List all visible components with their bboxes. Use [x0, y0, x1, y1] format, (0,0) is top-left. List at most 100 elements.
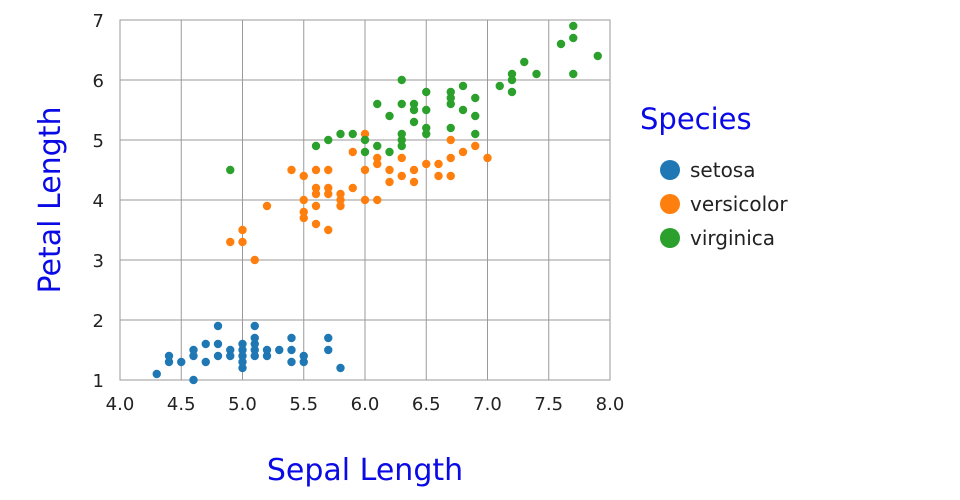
versicolor-point [458, 147, 468, 157]
versicolor-point [336, 195, 345, 205]
setosa-point [324, 345, 333, 355]
y-axis-title: Petal Length [33, 107, 68, 294]
virginica-point [385, 147, 394, 157]
virginica-point [409, 105, 419, 115]
setosa-point [262, 345, 272, 355]
versicolor-point [360, 129, 370, 139]
virginica-point [422, 129, 431, 139]
virginica-point [409, 117, 419, 127]
virginica-point [397, 99, 406, 109]
virginica-point [446, 87, 455, 97]
virginica-point [593, 51, 602, 61]
legend-title: Species [640, 102, 752, 136]
setosa-point [238, 345, 247, 355]
versicolor-point [446, 171, 455, 181]
virginica-point [446, 99, 455, 109]
setosa-point [250, 351, 259, 361]
x-tick-label: 5.0 [228, 394, 257, 415]
virginica-point [311, 141, 321, 151]
setosa-point [275, 345, 284, 355]
virginica-point [348, 129, 357, 139]
virginica-point [397, 141, 406, 151]
versicolor-point [409, 165, 419, 175]
series-setosa [152, 321, 345, 385]
x-axis-title: Sepal Length [267, 453, 463, 488]
versicolor-point [299, 195, 308, 205]
versicolor-point [446, 135, 455, 145]
virginica-point [458, 81, 468, 91]
x-tick-label: 6.0 [351, 394, 380, 415]
versicolor-point [324, 165, 333, 175]
virginica-point [495, 81, 504, 91]
legend: Species setosa versicolor virginica [640, 102, 788, 250]
virginica-point [507, 87, 517, 97]
setosa-point [299, 357, 308, 367]
setosa-point [201, 357, 210, 367]
legend-label: setosa [690, 158, 755, 182]
virginica-point [422, 123, 431, 133]
versicolor-point [262, 201, 272, 211]
versicolor-point [360, 165, 370, 175]
versicolor-point [311, 201, 321, 211]
versicolor-point [385, 165, 394, 175]
virginica-point [360, 135, 370, 145]
x-tick-label: 8.0 [596, 394, 625, 415]
virginica-point [471, 129, 480, 139]
versicolor-point [373, 153, 382, 163]
setosa-point [250, 339, 259, 349]
virginica-point [569, 69, 578, 79]
virginica-point [507, 69, 517, 79]
virginica-point [397, 129, 406, 139]
versicolor-point [238, 237, 247, 247]
x-tick-label: 5.5 [289, 394, 318, 415]
y-tick-label: 1 [93, 371, 104, 392]
y-tick-label: 5 [93, 131, 104, 152]
x-tick-label: 4.0 [106, 394, 135, 415]
x-tick-label: 4.5 [167, 394, 196, 415]
setosa-point [324, 333, 333, 343]
setosa-point [213, 339, 223, 349]
versicolor-point [336, 189, 345, 199]
virginica-point [422, 87, 431, 97]
setosa-point [189, 351, 198, 361]
setosa-point [250, 321, 259, 331]
versicolor-point [287, 165, 296, 175]
setosa-point [238, 357, 247, 367]
setosa-point [177, 357, 186, 367]
versicolor-point [434, 159, 443, 169]
setosa-point [213, 351, 223, 361]
y-tick-label: 7 [93, 11, 104, 32]
y-tick-label: 3 [93, 251, 104, 272]
virginica-point [373, 99, 382, 109]
virginica-point [324, 135, 333, 145]
virginica-point [471, 93, 480, 103]
setosa-point [201, 339, 210, 349]
legend-marker [660, 194, 680, 214]
versicolor-point [348, 183, 357, 193]
versicolor-point [385, 177, 394, 187]
x-tick-label: 7.0 [473, 394, 502, 415]
virginica-point [446, 123, 455, 133]
x-tick-label: 7.5 [534, 394, 563, 415]
setosa-point [189, 375, 198, 385]
versicolor-point [324, 183, 333, 193]
virginica-point [556, 39, 566, 49]
virginica-point [397, 135, 406, 145]
versicolor-point [397, 153, 406, 163]
setosa-point [250, 333, 259, 343]
legend-item-setosa: setosa [660, 158, 755, 182]
virginica-point [409, 99, 419, 109]
setosa-point [213, 321, 223, 331]
y-tick-label: 2 [93, 311, 104, 332]
versicolor-point [226, 237, 235, 247]
setosa-point [336, 363, 345, 373]
virginica-point [360, 147, 370, 157]
versicolor-point [373, 195, 382, 205]
setosa-point [164, 351, 174, 361]
legend-item-versicolor: versicolor [660, 192, 788, 216]
virginica-point [422, 105, 431, 115]
legend-marker [660, 160, 680, 180]
setosa-point [287, 333, 296, 343]
versicolor-point [336, 201, 345, 211]
y-tick-label: 4 [93, 191, 104, 212]
